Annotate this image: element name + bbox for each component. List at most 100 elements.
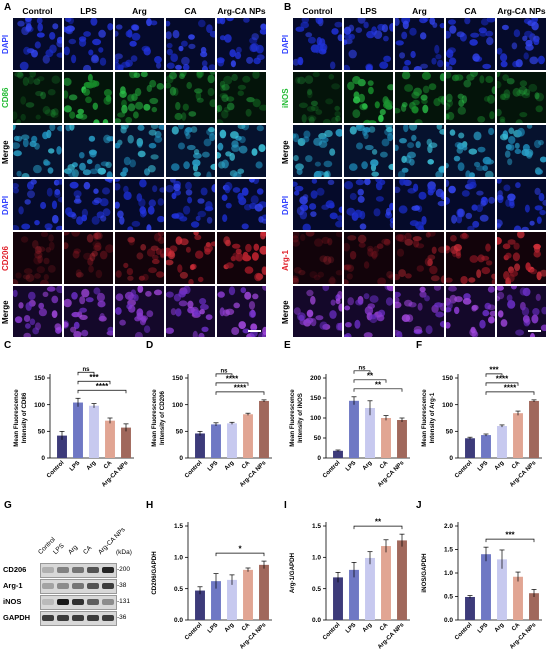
- blot-band: [86, 614, 99, 621]
- significance-label: ****: [96, 382, 109, 391]
- y-tick-label: 200: [310, 375, 321, 382]
- bar: [465, 438, 475, 458]
- blot-size-label: -131: [117, 598, 131, 605]
- blot-band: [86, 566, 99, 573]
- bar: [259, 400, 269, 458]
- y-tick-label: 150: [310, 395, 321, 402]
- y-tick-label: 100: [172, 402, 183, 409]
- significance-bracket: [485, 373, 503, 377]
- bar: [89, 405, 99, 458]
- x-tick-label: CA: [511, 622, 522, 633]
- micrograph: [13, 18, 62, 70]
- micrograph: [13, 232, 62, 284]
- micrograph: [115, 18, 164, 70]
- y-tick-label: 0.5: [312, 586, 321, 593]
- row-label: Arg-1: [281, 249, 290, 271]
- bar: [513, 576, 523, 620]
- row-label: CD86: [1, 87, 10, 108]
- bar: [349, 400, 359, 458]
- bar-chart-f: Mean Fluorescence Intensity of Arg-1 0 50 10…: [421, 365, 542, 489]
- bar: [481, 435, 491, 458]
- blot-lane-label: CA: [82, 544, 94, 556]
- micrograph: [395, 232, 444, 284]
- x-tick-label: CA: [379, 622, 390, 633]
- panel-letter-i: I: [284, 500, 287, 511]
- row-label: DAPI: [1, 195, 10, 215]
- micrograph: [497, 18, 546, 70]
- column-header: LPS: [80, 6, 97, 16]
- y-tick-label: 50: [38, 429, 46, 436]
- micrograph: [446, 18, 495, 70]
- row-label: DAPI: [281, 35, 290, 55]
- y-axis-label: Intensity of Arg-1: [429, 392, 436, 443]
- micrograph: [446, 232, 495, 284]
- x-tick-label: CA: [103, 460, 114, 471]
- micrograph: [344, 18, 393, 70]
- y-tick-label: 1.5: [444, 547, 453, 554]
- bar: [381, 418, 391, 458]
- panel-letter-d: D: [146, 340, 154, 351]
- kda-unit-label: (kDa): [116, 549, 132, 556]
- y-tick-label: 0.0: [312, 617, 321, 624]
- blot-band: [101, 582, 114, 589]
- micrograph: [115, 178, 164, 230]
- bar: [481, 554, 491, 620]
- blot-band: [56, 598, 69, 605]
- blot-band: [56, 614, 69, 621]
- micrograph: [166, 232, 215, 284]
- blot-band: [41, 598, 54, 605]
- significance-bracket: [353, 525, 403, 530]
- y-tick-label: 50: [314, 435, 322, 442]
- bar: [349, 569, 359, 620]
- blot-protein-label: Arg-1: [3, 581, 23, 590]
- blot-band: [71, 614, 84, 621]
- significance-bracket: [485, 382, 519, 386]
- significance-bracket: [77, 389, 127, 394]
- panel-letter-h: H: [146, 500, 154, 511]
- significance-label: **: [375, 518, 382, 527]
- significance-label: **: [367, 371, 374, 380]
- significance-bracket: [215, 382, 249, 386]
- blot-band: [101, 598, 114, 605]
- bar: [243, 414, 253, 458]
- micrograph: [344, 232, 393, 284]
- y-axis-label: CD206/GAPDH: [151, 551, 158, 595]
- significance-bracket: [77, 380, 111, 385]
- micrograph: [166, 71, 215, 123]
- micrograph: [13, 285, 62, 337]
- x-tick-label: Control: [454, 622, 474, 642]
- bar: [121, 427, 131, 458]
- significance-label: ns: [358, 365, 366, 371]
- micrograph: [64, 285, 113, 337]
- significance-bracket: [485, 391, 535, 395]
- y-tick-label: 1.5: [174, 523, 183, 530]
- micrograph: [64, 232, 113, 284]
- y-tick-label: 100: [310, 415, 321, 422]
- micrograph: [497, 125, 546, 177]
- significance-label: ***: [505, 531, 515, 540]
- blot-size-label: -36: [117, 614, 127, 621]
- micrograph: [497, 71, 546, 123]
- blot-lane-label: Arg: [67, 543, 80, 556]
- significance-bracket: [77, 371, 95, 376]
- bar-chart-d: Mean Fluorescence Intensity of CD206 0 50 10…: [151, 368, 272, 489]
- blot-band: [71, 582, 84, 589]
- y-tick-label: 50: [446, 429, 454, 436]
- x-tick-label: CA: [241, 460, 252, 471]
- scale-bar: [248, 330, 261, 332]
- micrograph: [217, 232, 266, 284]
- x-tick-label: CA: [241, 622, 252, 633]
- micrograph: [64, 178, 113, 230]
- y-axis-label: Mean Fluorescence: [421, 389, 428, 447]
- micrograph: [64, 71, 113, 123]
- x-tick-label: LPS: [345, 622, 357, 634]
- y-tick-label: 1.0: [312, 555, 321, 562]
- micrograph: [344, 178, 393, 230]
- micrograph: [13, 178, 62, 230]
- micrograph: [293, 18, 342, 70]
- x-tick-label: LPS: [207, 460, 219, 472]
- x-tick-label: Control: [184, 622, 204, 642]
- x-tick-label: Arg: [494, 460, 506, 472]
- micrograph: [497, 285, 546, 337]
